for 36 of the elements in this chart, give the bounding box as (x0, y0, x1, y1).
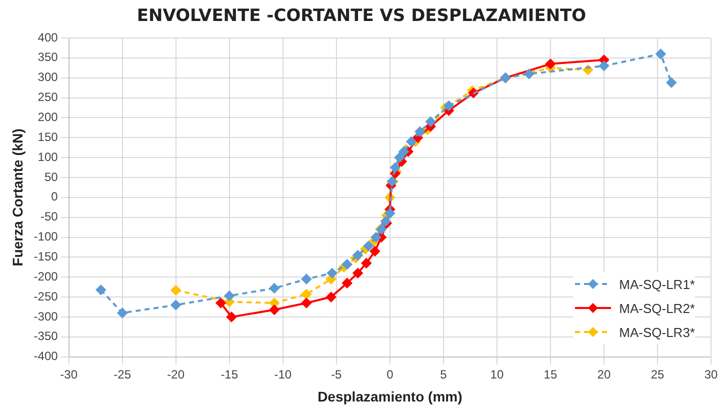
chart-title: ENVOLVENTE -CORTANTE VS DESPLAZAMIENTO (136, 6, 588, 26)
y-tick-label: -100 (34, 230, 58, 244)
y-tick-label: 50 (44, 170, 58, 184)
y-tick-label: 400 (38, 30, 58, 44)
x-tick-label: 20 (597, 367, 611, 382)
y-tick-label: 350 (38, 50, 58, 64)
legend-label: MA-SQ-LR2* (619, 300, 695, 316)
y-tick-label: 250 (38, 90, 58, 104)
y-tick-label: -400 (34, 349, 58, 364)
y-tick-label: -300 (34, 309, 58, 324)
y-tick-label: -250 (34, 289, 58, 304)
x-tick-label: 30 (704, 367, 718, 382)
y-tick-label: 150 (38, 130, 58, 144)
x-tick-label: 15 (544, 367, 558, 382)
x-tick-label: 5 (440, 367, 448, 382)
x-tick-label: -30 (60, 367, 78, 382)
y-tick-label: -350 (34, 329, 58, 344)
y-axis-title: Fuerza Cortante (kN) (9, 128, 26, 266)
y-tick-label: 300 (38, 70, 58, 84)
y-tick-label: 100 (38, 150, 58, 164)
x-tick-label: -5 (331, 367, 342, 382)
x-tick-label: -20 (167, 367, 185, 382)
y-tick-label: -150 (34, 249, 58, 264)
y-tick-label: 0 (51, 190, 58, 204)
legend-label: MA-SQ-LR1* (619, 276, 695, 292)
x-axis-title: Desplazamiento (mm) (318, 388, 462, 404)
y-tick-label: -200 (34, 269, 58, 284)
y-tick-label: 200 (38, 110, 58, 124)
y-tick-label: -50 (40, 210, 58, 224)
x-tick-label: -15 (220, 367, 238, 382)
x-tick-label: 10 (490, 367, 504, 382)
x-tick-label: -10 (274, 367, 292, 382)
x-tick-label: -25 (114, 367, 132, 382)
x-tick-label: 25 (650, 367, 664, 382)
x-tick-label: 0 (386, 367, 394, 382)
legend-label: MA-SQ-LR3* (619, 324, 695, 340)
